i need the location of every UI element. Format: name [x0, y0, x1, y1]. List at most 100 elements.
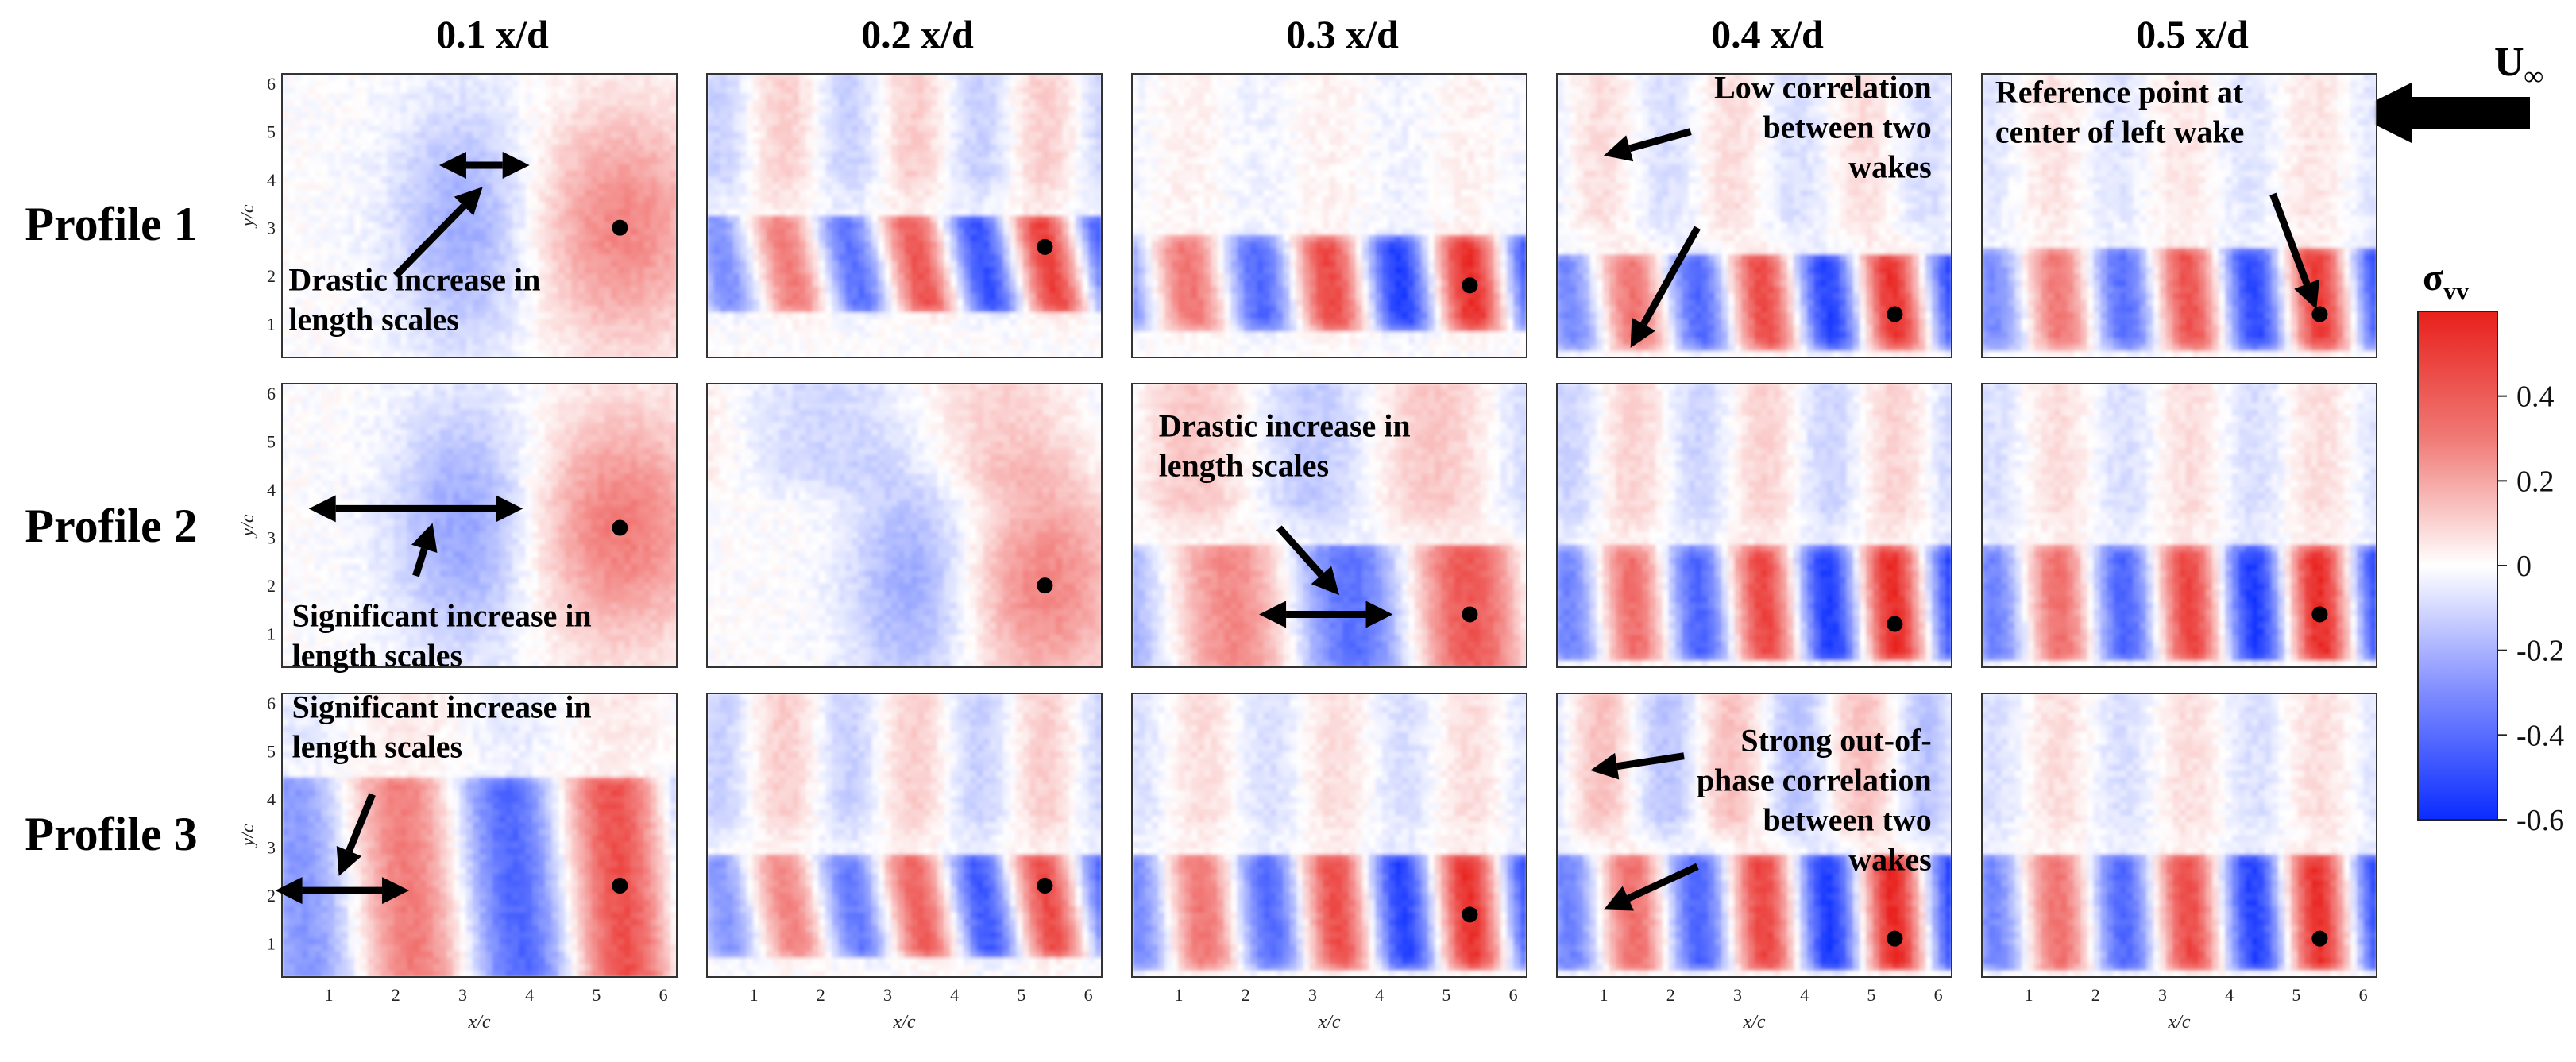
y-tick-label: 2	[267, 266, 276, 286]
colorbar-tick-label: 0.2	[2516, 465, 2555, 498]
heatmap-cells	[1982, 74, 2377, 357]
annotation-text: Low correlation	[1714, 69, 1932, 105]
column-title-5: 0.5 x/d	[2136, 12, 2249, 56]
heatmap-cells	[707, 693, 1102, 977]
annotation-4: Significant increase in length scales	[292, 495, 592, 674]
panel-frame	[1981, 693, 2377, 978]
x-tick-label: 1	[1174, 985, 1183, 1005]
heatmap-field	[707, 74, 1102, 357]
reference-point	[2311, 306, 2328, 322]
heatmap-cells	[1982, 384, 2377, 667]
arrowhead-icon	[2294, 279, 2320, 310]
colorbar-tick-label: 0	[2516, 550, 2532, 583]
colorbar-title: σ	[2423, 257, 2443, 299]
arrowhead-icon	[411, 523, 438, 554]
x-tick-label: 5	[592, 985, 601, 1005]
colorbar: σvv 0.4 0.2 0 -0.2 -0.4 -0.6	[2417, 257, 2564, 837]
panel-frame	[281, 73, 678, 358]
annotation-text: length scales	[292, 638, 462, 674]
panel-frame	[281, 693, 678, 978]
column-title-4: 0.4 x/d	[1711, 12, 1824, 56]
y-tick-label: 1	[267, 315, 276, 334]
x-tick-label: 6	[659, 985, 668, 1005]
svg-text:σvv: σvv	[2423, 257, 2469, 305]
arrowhead-icon	[1603, 135, 1634, 162]
annotation-3: Reference point at center of left wake	[1995, 74, 2320, 310]
annotation-text: length scales	[288, 301, 458, 337]
annotation-5: Drastic increase in length scales	[1159, 408, 1411, 628]
arrowhead-icon	[454, 187, 483, 216]
panel-r2-c2	[706, 383, 1103, 668]
x-tick-label: 1	[1599, 985, 1608, 1005]
arrow-icon	[1640, 226, 1701, 326]
arrowhead-icon	[308, 495, 336, 523]
annotation-2: Low correlation between two wakes	[1603, 69, 1932, 348]
reference-point	[612, 219, 628, 236]
heatmap-cells	[1132, 693, 1527, 977]
reference-point	[1462, 277, 1478, 294]
annotation-text: length scales	[1159, 448, 1329, 484]
reference-point	[1887, 306, 1903, 322]
y-tick-label: 1	[267, 624, 276, 644]
reference-point	[2311, 606, 2328, 623]
y-tick-label: 2	[267, 886, 276, 906]
freestream-indicator: U∞	[2351, 40, 2543, 143]
x-tick-label: 2	[2091, 985, 2100, 1005]
annotation-text: between two	[1763, 802, 1932, 838]
reference-point	[612, 878, 628, 894]
annotation-text: between two	[1763, 109, 1932, 145]
heatmap-cells	[707, 74, 1102, 357]
x-tick-label: 4	[950, 985, 959, 1005]
freestream-subscript: ∞	[2524, 62, 2543, 91]
reference-point	[1887, 930, 1903, 947]
arrow-icon	[1626, 863, 1699, 902]
y-tick-label: 6	[267, 74, 276, 94]
freestream-arrow-icon	[2351, 83, 2530, 143]
arrowhead-icon	[1259, 601, 1287, 628]
heatmap-field	[707, 384, 1102, 667]
y-tick-label: 3	[267, 838, 276, 858]
heatmap-cells	[1132, 384, 1527, 667]
x-axis-label: x/c	[2168, 1012, 2191, 1033]
y-tick-label: 5	[267, 432, 276, 452]
x-axis-label: x/c	[468, 1012, 491, 1033]
x-axis-label: x/c	[893, 1012, 916, 1033]
reference-point	[1462, 606, 1478, 623]
x-tick-label: 6	[1509, 985, 1518, 1005]
y-tick-label: 5	[267, 122, 276, 142]
arrowhead-icon	[336, 846, 362, 876]
column-title-2: 0.2 x/d	[861, 12, 974, 56]
x-tick-label: 3	[1308, 985, 1317, 1005]
heatmap-field	[707, 693, 1102, 977]
panel-frame	[1131, 73, 1527, 358]
x-tick-label: 3	[883, 985, 892, 1005]
colorbar-tick-label: -0.6	[2516, 804, 2564, 837]
arrowhead-icon	[275, 877, 303, 905]
colorbar-gradient	[2417, 311, 2498, 821]
x-tick-label: 1	[324, 985, 333, 1005]
x-tick-label: 5	[1442, 985, 1450, 1005]
x-tick-label: 5	[1017, 985, 1025, 1005]
arrow-icon	[392, 203, 467, 279]
x-tick-label: 5	[2292, 985, 2300, 1005]
heatmap-field	[1982, 384, 2377, 667]
y-tick-label: 6	[267, 384, 276, 404]
colorbar-title-subscript: vv	[2443, 276, 2469, 305]
panel-r3-c1: 1 2 3 4 5 6 y/c 1 2 3 4 5 6 x/c	[238, 693, 678, 1033]
heatmap-cells	[1132, 74, 1527, 357]
panel-frame	[706, 383, 1103, 668]
y-tick-label: 4	[267, 790, 276, 809]
y-tick-label: 1	[267, 934, 276, 954]
arrowhead-icon	[1630, 317, 1656, 348]
reference-point	[1037, 878, 1053, 894]
panel-frame	[1556, 383, 1952, 668]
annotation-text: Drastic increase in	[288, 261, 540, 297]
panel-r3-c5: 1 2 3 4 5 6 x/c	[1981, 693, 2377, 1033]
heatmap-field	[1557, 74, 1952, 357]
heatmap-cells	[1557, 384, 1952, 667]
x-tick-label: 3	[1733, 985, 1742, 1005]
annotation-1: Drastic increase in length scales	[288, 151, 540, 337]
row-label-profile-3: Profile 3	[25, 808, 197, 860]
panel-r1-c4	[1556, 73, 1952, 358]
annotation-text: Reference point at	[1995, 74, 2244, 110]
